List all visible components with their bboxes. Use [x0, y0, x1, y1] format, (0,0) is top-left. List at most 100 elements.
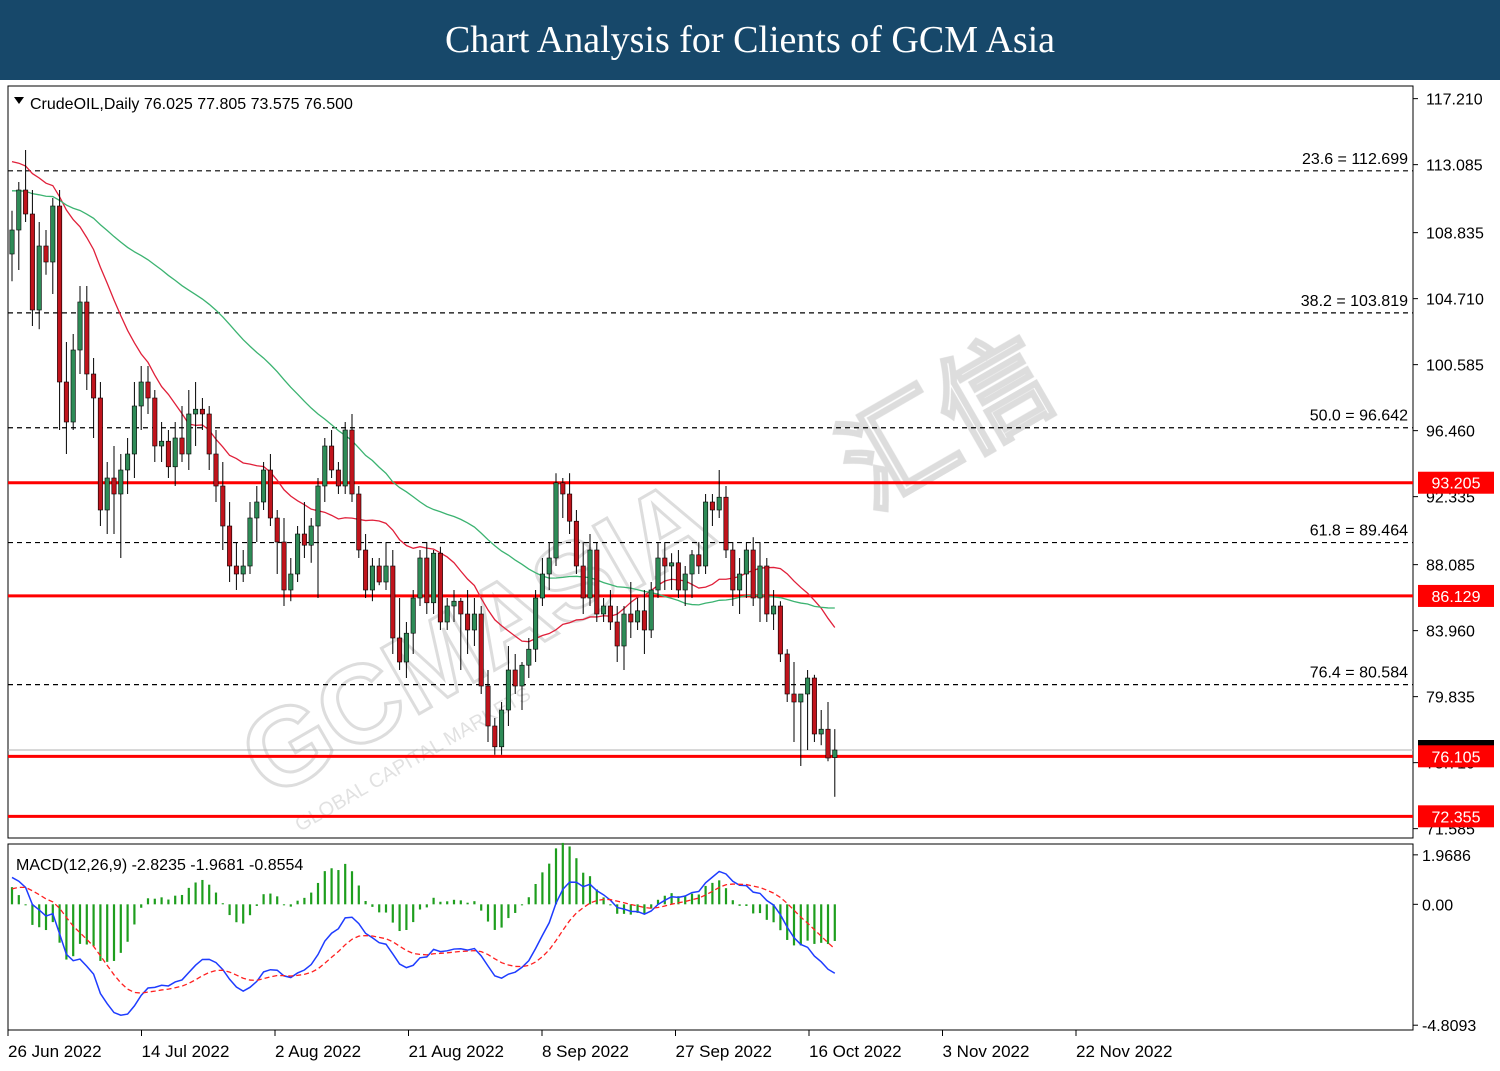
candle-body [471, 613, 477, 631]
macd-histogram-bar [228, 904, 231, 916]
macd-histogram-bar [792, 904, 796, 946]
macd-histogram-bar [425, 904, 428, 908]
candle-body [363, 549, 369, 591]
macd-histogram-bar [38, 904, 41, 928]
candle-body [369, 565, 375, 591]
macd-histogram-bar [575, 858, 578, 905]
macd-histogram-bar [548, 863, 551, 905]
candle-body [818, 728, 824, 735]
macd-histogram-bar [520, 904, 524, 906]
macd-histogram-bar [473, 901, 476, 905]
macd-histogram-bar [194, 882, 197, 905]
macd-histogram-bar [779, 904, 782, 931]
candle-body [213, 453, 219, 487]
candle-body [519, 664, 525, 687]
chart-background [0, 80, 1500, 1071]
candle-body [301, 533, 307, 546]
price-tick-label: 83.960 [1426, 624, 1475, 641]
macd-histogram-bar [514, 904, 517, 913]
macd-histogram-bar [235, 904, 238, 923]
candle-body [675, 562, 681, 591]
candle-body [764, 565, 770, 615]
macd-histogram-bar [656, 899, 660, 905]
macd-histogram-bar [160, 897, 163, 905]
time-tick-label: 22 Nov 2022 [1076, 1042, 1172, 1061]
candle-body [825, 728, 831, 759]
header-bar: Chart Analysis for Clients of GCM Asia [0, 0, 1500, 80]
sma-fast-line [11, 160, 836, 643]
macd-histogram-bar [568, 846, 571, 905]
candle-body [601, 605, 607, 615]
candle-body [662, 557, 668, 567]
macd-indicator: 1.9686 0.00 -4.8093 [10, 842, 1476, 1035]
macd-histogram-bar [153, 898, 156, 905]
macd-histogram-bar [752, 904, 755, 914]
macd-histogram-bar [78, 904, 82, 944]
macd-histogram-bar [282, 904, 286, 906]
macd-histogram-bar [711, 882, 714, 905]
macd-histogram-bar [201, 879, 204, 905]
macd-histogram-bar [248, 904, 252, 916]
candle-body [397, 637, 403, 663]
price-tick-label: 79.835 [1426, 690, 1475, 707]
macd-histogram-bar [221, 903, 224, 905]
macd-histogram-bar [616, 904, 619, 914]
candle-body [539, 573, 545, 599]
candle-body [832, 749, 838, 758]
candle-body [267, 469, 273, 519]
symbol-label: CrudeOIL,Daily 76.025 77.805 73.575 76.5… [30, 96, 353, 113]
macd-histogram-bar [398, 904, 401, 932]
price-axis: 117.210 113.085 108.835 104.710 100.585 96.46… [1413, 92, 1494, 839]
candle-body [709, 501, 715, 511]
macd-histogram-bar [316, 882, 320, 905]
macd-histogram-bar [364, 901, 367, 905]
candle-body [281, 541, 287, 591]
candle-body [451, 600, 457, 607]
candle-body [784, 653, 790, 695]
macd-histogram-bar [262, 894, 265, 905]
candle-body [172, 437, 178, 468]
price-tick-label: 100.585 [1426, 358, 1484, 375]
macd-histogram-bar [561, 842, 564, 905]
candle-body [145, 381, 151, 399]
macd-histogram-bar [602, 897, 605, 905]
macd-histogram-bar [466, 902, 469, 905]
macd-histogram-bar [582, 872, 585, 905]
macd-histogram-bar [493, 904, 496, 930]
price-tick-label: 108.835 [1426, 226, 1484, 243]
macd-histogram-bar [677, 896, 680, 905]
macd-histogram-bar [480, 904, 483, 911]
candle-body [193, 408, 199, 415]
macd-label: MACD(12,26,9) -2.8235 -1.9681 -0.8554 [16, 857, 303, 874]
macd-histogram-bar [758, 904, 762, 914]
candle-body [84, 301, 90, 375]
macd-histogram-bar [813, 904, 816, 944]
candle-body [342, 429, 348, 487]
macd-histogram-bar [554, 848, 558, 905]
macd-histogram-bar [85, 904, 88, 945]
macd-histogram-bar [296, 900, 299, 905]
macd-histogram-bar [820, 904, 823, 943]
dropdown-triangle-icon[interactable] [14, 97, 24, 104]
macd-histogram-bar [323, 871, 326, 905]
macd-histogram-bar [527, 897, 530, 905]
page-title: Chart Analysis for Clients of GCM Asia [444, 19, 1056, 61]
candle-body [771, 605, 777, 615]
time-tick-label: 8 Sep 2022 [542, 1042, 629, 1061]
time-tick-label: 26 Jun 2022 [8, 1042, 102, 1061]
sr-level-label: 93.205 [1432, 476, 1481, 493]
candle-body [621, 613, 627, 647]
price-tick-label: 92.335 [1426, 490, 1475, 507]
sr-level-label: 86.129 [1432, 589, 1481, 606]
macd-histogram-bar [786, 904, 789, 940]
macd-histogram-bar [350, 871, 354, 905]
macd-histogram-bar [187, 887, 190, 905]
candle-body [546, 557, 552, 575]
macd-histogram-bar [337, 870, 340, 905]
candle-body [104, 477, 110, 511]
macd-histogram-bar [588, 876, 592, 905]
macd-histogram-bar [99, 904, 102, 961]
candle-body [424, 557, 430, 604]
level-lines: 23.6 = 112.699 38.2 = 103.819 50.0 = 96.64… [8, 151, 1413, 818]
candle-body [9, 229, 15, 255]
